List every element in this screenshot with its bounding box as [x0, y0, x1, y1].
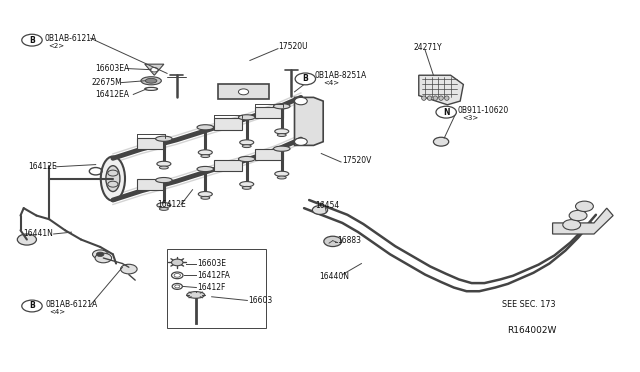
- Circle shape: [569, 211, 587, 221]
- Polygon shape: [552, 208, 613, 234]
- Polygon shape: [419, 75, 463, 105]
- Ellipse shape: [145, 78, 157, 83]
- Text: 16412EA: 16412EA: [96, 90, 130, 99]
- Ellipse shape: [422, 96, 426, 100]
- Circle shape: [175, 285, 180, 288]
- Ellipse shape: [198, 192, 212, 197]
- Ellipse shape: [106, 166, 120, 192]
- Text: B: B: [29, 36, 35, 45]
- Ellipse shape: [187, 292, 205, 298]
- Text: B: B: [29, 301, 35, 311]
- Text: 16412FA: 16412FA: [198, 271, 230, 280]
- Text: 16603E: 16603E: [198, 259, 227, 268]
- Text: 16440N: 16440N: [319, 272, 349, 281]
- Circle shape: [17, 234, 36, 245]
- Ellipse shape: [243, 186, 251, 189]
- Circle shape: [294, 138, 307, 145]
- Text: 0B911-10620: 0B911-10620: [457, 106, 508, 115]
- Ellipse shape: [197, 166, 214, 171]
- Ellipse shape: [277, 134, 286, 137]
- Text: 16412E: 16412E: [28, 162, 57, 171]
- Bar: [137, 179, 165, 190]
- Ellipse shape: [198, 150, 212, 155]
- Text: 16412E: 16412E: [157, 200, 186, 209]
- Text: 16603EA: 16603EA: [96, 64, 130, 73]
- Ellipse shape: [273, 104, 290, 109]
- Ellipse shape: [156, 136, 172, 141]
- Ellipse shape: [201, 196, 210, 199]
- Text: 0B1AB-6121A: 0B1AB-6121A: [46, 300, 99, 309]
- Ellipse shape: [445, 96, 449, 100]
- Text: 16603: 16603: [248, 296, 273, 305]
- Ellipse shape: [141, 77, 161, 85]
- Ellipse shape: [277, 176, 286, 179]
- Circle shape: [575, 201, 593, 211]
- Polygon shape: [145, 64, 164, 75]
- Text: 17520V: 17520V: [342, 156, 372, 166]
- Circle shape: [150, 67, 158, 72]
- Ellipse shape: [273, 146, 290, 151]
- Ellipse shape: [239, 115, 255, 120]
- Bar: [255, 108, 283, 118]
- Ellipse shape: [240, 140, 253, 145]
- Circle shape: [433, 137, 449, 146]
- Text: <4>: <4>: [49, 309, 65, 315]
- Ellipse shape: [157, 161, 171, 166]
- Circle shape: [95, 253, 111, 263]
- Text: 0B1AB-6121A: 0B1AB-6121A: [44, 34, 97, 43]
- Text: 0B1AB-8251A: 0B1AB-8251A: [315, 71, 367, 80]
- Circle shape: [174, 273, 180, 277]
- Text: 17520U: 17520U: [278, 42, 308, 51]
- Circle shape: [312, 206, 328, 214]
- Circle shape: [294, 97, 307, 105]
- Ellipse shape: [275, 171, 289, 176]
- Circle shape: [93, 250, 108, 259]
- Ellipse shape: [243, 145, 251, 148]
- Bar: [218, 84, 269, 99]
- Text: 16454: 16454: [315, 201, 339, 210]
- Ellipse shape: [197, 125, 214, 130]
- Bar: [214, 118, 242, 129]
- Circle shape: [295, 73, 316, 85]
- Circle shape: [436, 106, 456, 118]
- Ellipse shape: [156, 177, 172, 183]
- Ellipse shape: [433, 96, 438, 100]
- Ellipse shape: [428, 96, 432, 100]
- Circle shape: [120, 264, 137, 274]
- Text: <2>: <2>: [48, 44, 64, 49]
- Circle shape: [172, 259, 183, 266]
- Text: N: N: [443, 108, 449, 117]
- Circle shape: [324, 236, 342, 247]
- Ellipse shape: [439, 96, 444, 100]
- Text: 16441N: 16441N: [24, 230, 54, 238]
- Ellipse shape: [100, 157, 125, 201]
- Ellipse shape: [239, 157, 255, 161]
- Ellipse shape: [157, 203, 171, 208]
- Text: R164002W: R164002W: [507, 326, 556, 335]
- Text: B: B: [303, 74, 308, 83]
- Bar: [255, 149, 283, 160]
- Ellipse shape: [240, 182, 253, 187]
- Ellipse shape: [159, 208, 168, 211]
- Text: 22675M: 22675M: [92, 78, 123, 87]
- Bar: [214, 160, 242, 171]
- Text: 16412F: 16412F: [198, 283, 226, 292]
- Text: <3>: <3>: [462, 115, 478, 121]
- Polygon shape: [294, 97, 323, 145]
- Circle shape: [22, 300, 42, 312]
- Bar: [137, 138, 165, 149]
- Text: <4>: <4>: [323, 80, 339, 86]
- Text: 24271Y: 24271Y: [413, 43, 442, 52]
- Text: 16883: 16883: [337, 236, 361, 245]
- Ellipse shape: [275, 129, 289, 134]
- Circle shape: [563, 219, 580, 230]
- Circle shape: [239, 89, 248, 95]
- Ellipse shape: [201, 155, 210, 158]
- Text: SEE SEC. 173: SEE SEC. 173: [502, 300, 555, 310]
- Circle shape: [22, 34, 42, 46]
- Circle shape: [97, 252, 104, 257]
- Bar: [167, 249, 266, 328]
- Ellipse shape: [159, 166, 168, 169]
